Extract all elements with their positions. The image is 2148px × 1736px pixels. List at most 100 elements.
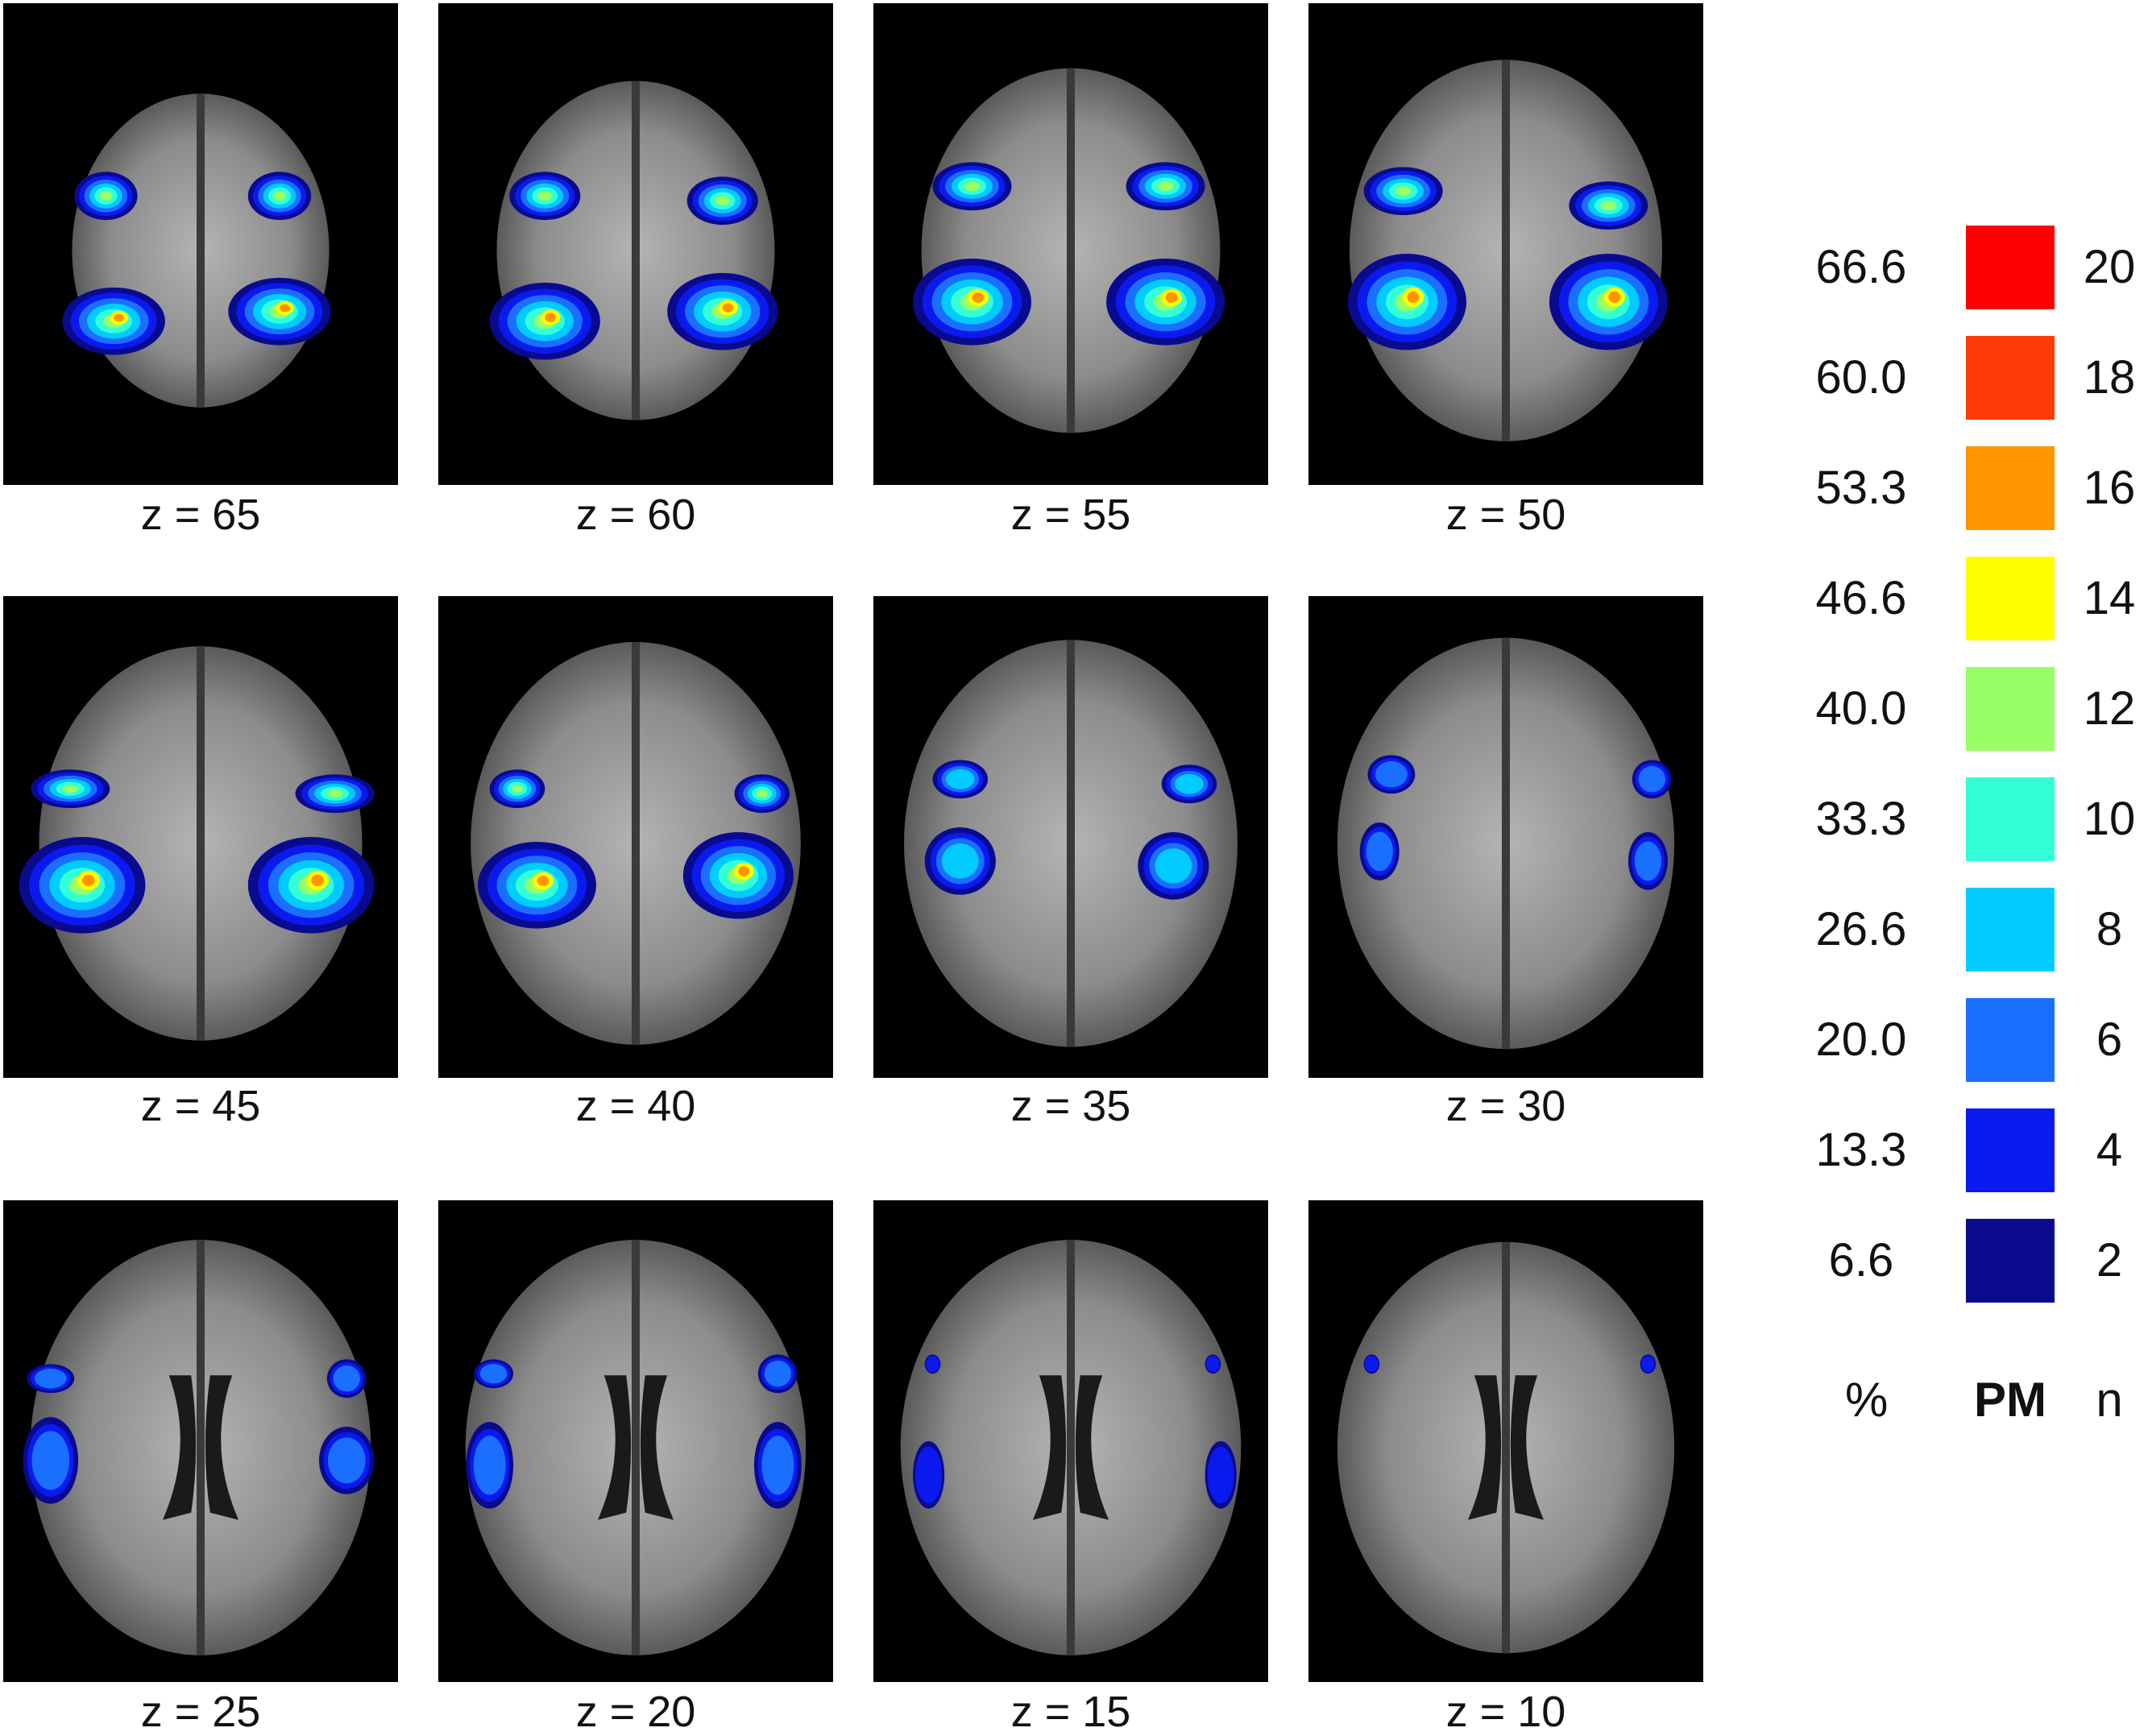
legend-percent: 53.3: [1815, 462, 1907, 514]
legend-row: 66.6 20: [1773, 226, 2148, 309]
legend-count: 20: [2083, 241, 2136, 293]
ventricles: [1467, 1375, 1545, 1520]
activation-peak: [1608, 291, 1621, 303]
activation-blob: [964, 181, 981, 192]
legend-percent: 60.0: [1815, 351, 1907, 404]
legend-percent: 33.3: [1815, 793, 1907, 845]
activation-blob: [1155, 848, 1192, 884]
brain-slice-z30: [1308, 596, 1703, 1078]
slice-label: z = 65: [140, 491, 261, 539]
legend-swatch: [1966, 557, 2055, 640]
legend-row: 6.6 2: [1773, 1219, 2148, 1303]
legend-count: 10: [2083, 793, 2136, 845]
activation-blob: [941, 843, 979, 879]
activation-peak: [545, 313, 557, 322]
brain-slice-z45: [3, 596, 398, 1078]
activation-peak: [722, 303, 734, 313]
activation-peak: [114, 313, 124, 322]
brain-slice-z40: [438, 596, 833, 1078]
legend-header-n: n: [2096, 1373, 2123, 1427]
activation-blob: [512, 785, 523, 793]
activation-blob: [1365, 1356, 1379, 1373]
legend-count: 18: [2083, 351, 2136, 404]
slice-label: z = 45: [140, 1082, 261, 1130]
activation-blob: [764, 1361, 792, 1387]
activation-peak: [1165, 292, 1178, 303]
activation-blob: [1175, 773, 1204, 794]
activation-blob: [326, 789, 343, 798]
activation-peak: [82, 874, 95, 886]
activation-blob: [1157, 181, 1174, 192]
activation-blob: [1366, 831, 1393, 872]
legend-row: 40.0 12: [1773, 667, 2148, 751]
brain-slice-z55: [873, 3, 1268, 485]
legend-swatch: [1966, 1108, 2055, 1192]
slice-label: z = 35: [1010, 1082, 1131, 1130]
color-legend: 66.6 20 60.0 18 53.3 16 46.6 14 40.0 12 …: [1773, 226, 2148, 1450]
legend-percent: 40.0: [1815, 682, 1907, 735]
slice-label: z = 55: [1010, 491, 1131, 539]
activation-blob: [62, 785, 79, 793]
brain-slice-z50: [1308, 3, 1703, 485]
legend-swatch: [1966, 446, 2055, 530]
activation-peak: [311, 874, 324, 886]
activation-blob: [273, 191, 286, 201]
legend-percent: 13.3: [1815, 1124, 1907, 1176]
activation-blob: [1395, 186, 1412, 197]
legend-row: 20.0 6: [1773, 998, 2148, 1082]
legend-count: 12: [2083, 682, 2136, 735]
activation-blob: [31, 1431, 70, 1490]
brain-slice-grid: z = 65 z = 60 z = 55 z = 50 z = 45 z = 4…: [3, 3, 1703, 1736]
legend-swatch: [1966, 998, 2055, 1082]
activation-peak: [738, 865, 750, 876]
activation-peak: [280, 304, 290, 313]
ventricles: [162, 1375, 239, 1520]
brain-slice-z15: [873, 1200, 1268, 1682]
slice-label: z = 60: [575, 491, 696, 539]
activation-blob: [473, 1436, 506, 1495]
slice-label: z = 40: [575, 1082, 696, 1130]
legend-row: 33.3 10: [1773, 777, 2148, 861]
brain-slice-image: [471, 642, 801, 1045]
brain-slice-image: [1337, 637, 1675, 1050]
activation-blob: [715, 196, 730, 206]
legend-swatch: [1966, 336, 2055, 420]
legend-row: 13.3 4: [1773, 1108, 2148, 1192]
ventricles: [597, 1375, 674, 1520]
activation-blob: [926, 1356, 939, 1373]
legend-count: 14: [2083, 572, 2136, 624]
activation-blob: [1600, 201, 1617, 211]
legend-percent: 66.6: [1815, 241, 1907, 293]
activation-blob: [479, 1364, 508, 1384]
activation-blob: [537, 191, 553, 201]
legend-swatch: [1966, 1219, 2055, 1303]
brain-slice-image: [62, 93, 331, 408]
brain-slice-z35: [873, 596, 1268, 1078]
activation-blob: [1638, 765, 1665, 793]
legend-percent: 46.6: [1815, 572, 1907, 624]
brain-slice-z60: [438, 3, 833, 485]
activation-blob: [1206, 1356, 1220, 1373]
legend-row: 46.6 14: [1773, 557, 2148, 640]
activation-blob: [945, 769, 975, 789]
activation-blob: [1375, 760, 1408, 788]
legend-percent: 6.6: [1828, 1234, 1894, 1286]
legend-count: 2: [2096, 1234, 2123, 1286]
slice-label: z = 20: [575, 1688, 696, 1736]
brain-slice-z10: [1308, 1200, 1703, 1682]
legend-count: 4: [2096, 1124, 2123, 1176]
brain-slice-image: [900, 1240, 1242, 1655]
activation-blob: [333, 1365, 360, 1392]
activation-blob: [756, 789, 768, 798]
activation-peak: [1407, 291, 1420, 303]
legend-count: 16: [2083, 462, 2136, 514]
brain-slice-image: [489, 81, 778, 421]
activation-blob: [327, 1437, 366, 1484]
brain-slice-image: [904, 640, 1238, 1047]
legend-swatch: [1966, 667, 2055, 751]
legend-count: 8: [2096, 903, 2123, 955]
legend-header-percent: %: [1845, 1373, 1889, 1427]
legend-count: 6: [2096, 1013, 2123, 1066]
activation-peak: [537, 875, 549, 886]
legend-percent: 26.6: [1815, 903, 1907, 955]
